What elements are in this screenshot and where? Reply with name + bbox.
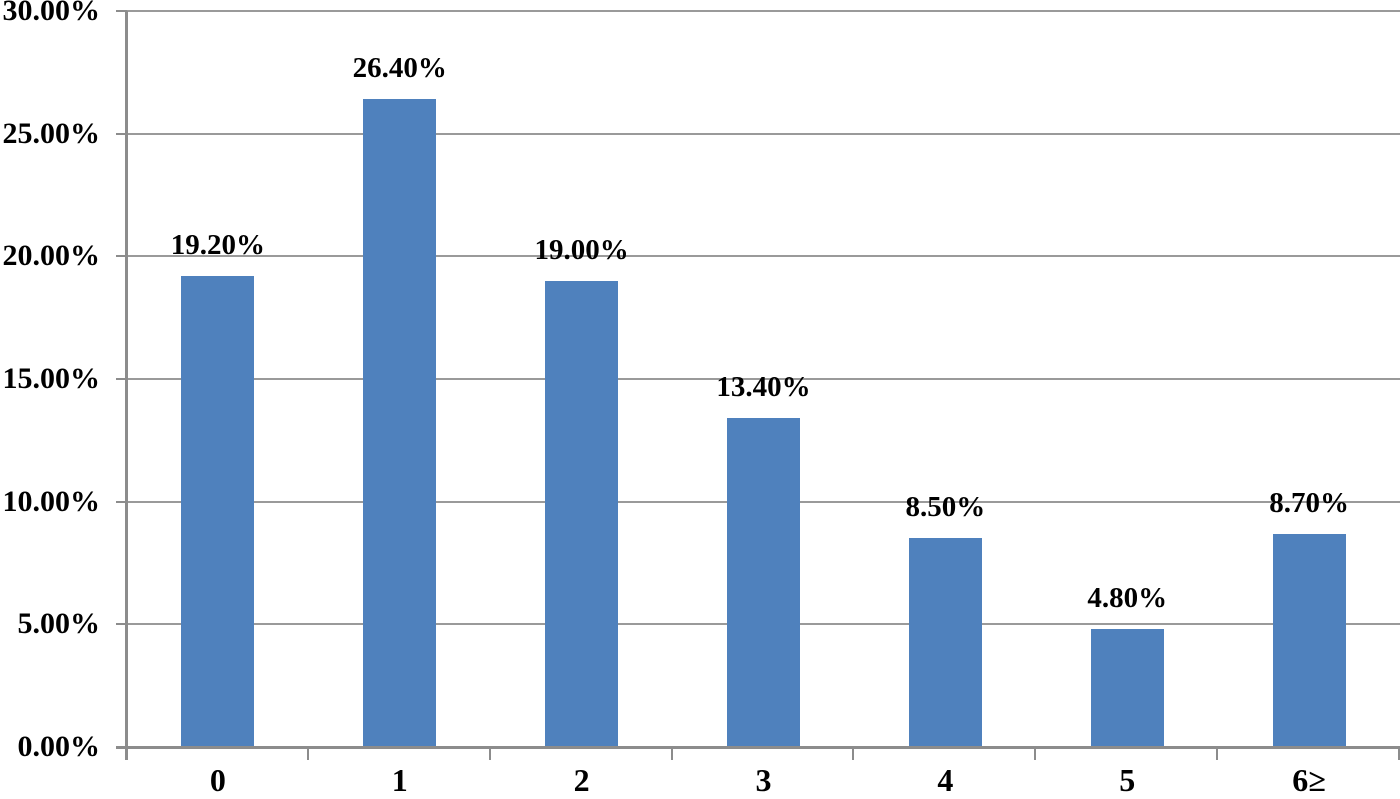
x-axis-tick [488,747,491,760]
bar [1272,533,1346,747]
y-axis-tick [116,378,127,380]
y-axis-tick-label: 10.00% [2,484,101,518]
bar [1090,629,1164,747]
y-axis-line [125,11,128,760]
y-axis-tick-label: 15.00% [2,362,101,395]
y-axis-tick [116,132,127,135]
y-axis-tick-label: 0.00% [17,730,101,763]
y-axis-tick-label: 5.00% [17,607,101,641]
x-axis-line [116,746,1400,749]
bar [545,280,619,747]
x-axis-category-label: 3 [755,762,772,798]
x-axis-category-label: 5 [1119,762,1136,798]
x-axis-tick [1398,747,1400,760]
x-axis-category-label: 4 [937,762,954,798]
gridline [127,132,1400,135]
y-axis-tick [116,500,127,503]
y-axis-tick [116,255,127,258]
bar [363,99,437,747]
x-axis-tick [1216,747,1219,760]
bar-value-label: 4.80% [1087,582,1168,615]
x-axis-tick [852,747,855,760]
x-axis-category-label: 1 [391,762,408,798]
x-axis-tick [306,747,309,760]
x-axis-tick [670,747,673,760]
y-axis-tick-label: 25.00% [2,116,101,150]
y-axis-tick-label: 30.00% [2,0,101,27]
bar-value-label: 8.50% [905,491,986,524]
bar [727,418,800,747]
gridline [127,10,1400,12]
gridline [127,255,1400,258]
bar-value-label: 13.40% [716,371,811,404]
gridline [127,378,1400,380]
y-axis-tick [116,623,127,626]
y-axis-tick [116,10,127,12]
bar-value-label: 26.40% [352,52,447,85]
bar [181,275,255,747]
x-axis-category-label: 6≥ [1292,762,1326,798]
x-axis-tick [1034,747,1037,760]
x-axis-category-label: 2 [573,762,590,798]
bar-value-label: 19.20% [170,228,266,261]
bar-value-label: 8.70% [1269,486,1349,519]
x-axis-category-label: 0 [209,762,226,798]
bar [908,538,982,747]
y-axis-tick-label: 20.00% [2,239,101,273]
bar-value-label: 19.00% [534,233,629,266]
